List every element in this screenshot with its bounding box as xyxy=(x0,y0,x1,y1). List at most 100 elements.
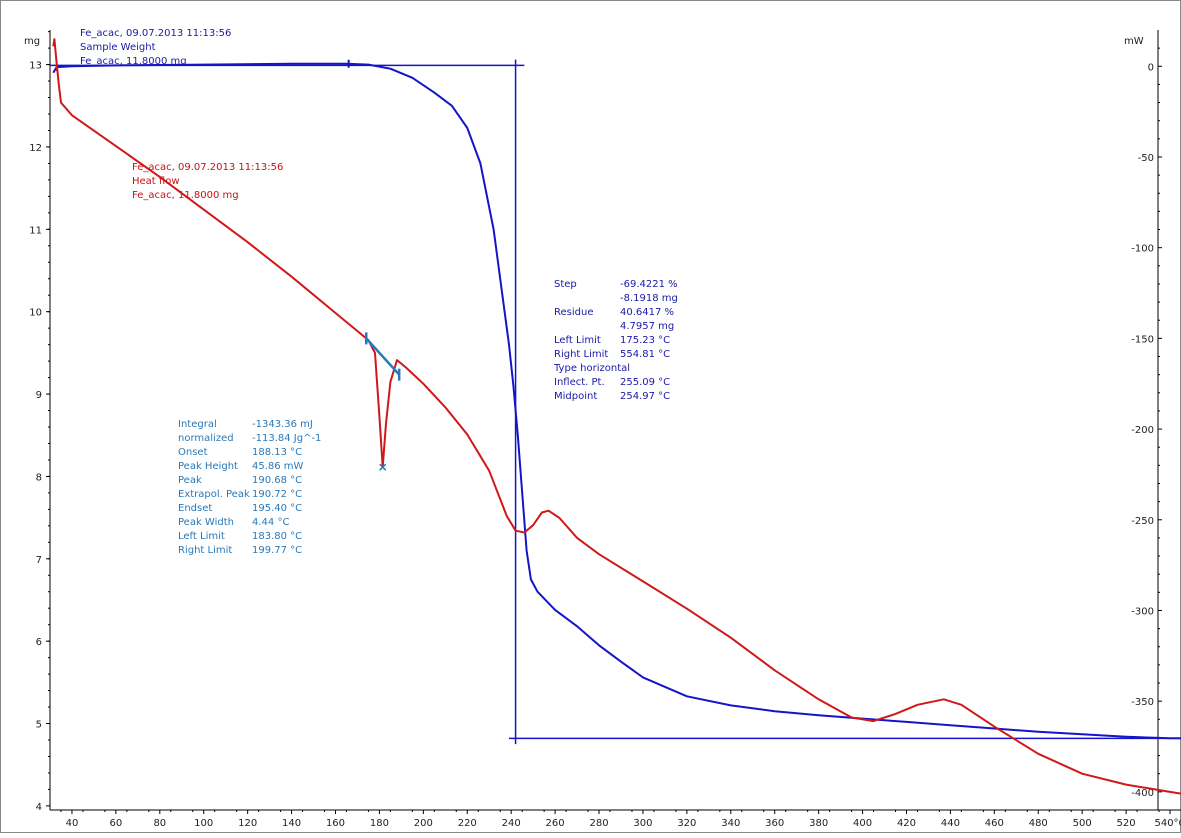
y-axis-left: 4 5 6 7 8 9 10 11 12 13 xyxy=(29,31,50,813)
integral-table-value: -113.84 Jg^-1 xyxy=(252,433,321,444)
heatflow-header-line-3: Fe_acac, 11.8000 mg xyxy=(132,190,239,201)
integral-table-label: Endset xyxy=(178,503,212,514)
y-right-tick-label: -300 xyxy=(1131,606,1154,617)
series-lines xyxy=(52,38,1181,795)
x-tick-label: 100 xyxy=(194,818,213,829)
step-table-label: Right Limit xyxy=(554,349,608,360)
x-tick-label: 160 xyxy=(326,818,345,829)
integral-table-label: normalized xyxy=(178,433,234,444)
x-tick-label: 340 xyxy=(721,818,740,829)
step-table-value: 40.6417 % xyxy=(620,307,674,318)
integral-results-table: Integral -1343.36 mJ normalized -113.84 Jg… xyxy=(178,419,321,556)
y-left-tick-label: 5 xyxy=(36,720,42,731)
step-table-label: Inflect. Pt. xyxy=(554,377,605,388)
x-tick-label: 280 xyxy=(589,818,608,829)
integral-table-value: 45.86 mW xyxy=(252,461,304,472)
weight-header-line-1: Fe_acac, 09.07.2013 11:13:56 xyxy=(80,28,231,39)
step-table-label: Midpoint xyxy=(554,391,597,402)
y-left-tick-label: 12 xyxy=(29,143,42,154)
integral-table-value: 199.77 °C xyxy=(252,545,302,556)
integral-table-label: Left Limit xyxy=(178,531,225,542)
x-tick-label: 80 xyxy=(153,818,166,829)
x-tick-label: 240 xyxy=(502,818,521,829)
integral-baseline xyxy=(365,337,401,376)
heat-flow-curve xyxy=(52,38,1181,795)
y-right-tick-label: -100 xyxy=(1131,244,1154,255)
x-tick-label: 260 xyxy=(546,818,565,829)
integral-table-label: Peak Height xyxy=(178,461,238,472)
integral-table-value: 190.72 °C xyxy=(252,489,302,500)
x-axis: 40 60 80 100 120 140 160 180 200 220 240 260 280 300 3… xyxy=(60,810,1181,829)
y-left-tick-label: 9 xyxy=(36,390,42,401)
integral-table-label: Onset xyxy=(178,447,208,458)
y-right-tick-label: -400 xyxy=(1131,788,1154,799)
y-right-tick-label: -200 xyxy=(1131,425,1154,436)
integral-table-value: 195.40 °C xyxy=(252,503,302,514)
integral-table-value: 190.68 °C xyxy=(252,475,302,486)
y-left-tick-label: 13 xyxy=(29,61,42,72)
x-tick-label: 440 xyxy=(941,818,960,829)
x-tick-label: 220 xyxy=(458,818,477,829)
y-left-tick-label: 10 xyxy=(29,308,42,319)
x-tick-label: 200 xyxy=(414,818,433,829)
integral-table-label: Peak xyxy=(178,475,202,486)
x-tick-label: 460 xyxy=(985,818,1004,829)
integral-table-label: Integral xyxy=(178,419,217,430)
x-tick-label: 400 xyxy=(853,818,872,829)
x-tick-label: 520 xyxy=(1117,818,1136,829)
y-right-tick-label: 0 xyxy=(1148,62,1154,73)
sample-weight-curve xyxy=(52,62,1181,740)
integral-table-label: Extrapol. Peak xyxy=(178,489,250,500)
y-axis-right: 0 -50 -100 -150 -200 -250 -300 -350 -400 xyxy=(1131,47,1162,799)
x-tick-label: 40 xyxy=(66,818,79,829)
y-left-unit-label: mg xyxy=(24,36,40,47)
x-tick-label: 300 xyxy=(633,818,652,829)
integral-table-value: 4.44 °C xyxy=(252,517,289,528)
step-table-value: 554.81 °C xyxy=(620,349,670,360)
x-tick-label: 60 xyxy=(110,818,123,829)
integral-table-value: 188.13 °C xyxy=(252,447,302,458)
x-tick-label: 380 xyxy=(809,818,828,829)
step-table-label: Type horizontal xyxy=(553,363,630,374)
x-tick-label: 500 xyxy=(1073,818,1092,829)
y-left-tick-label: 4 xyxy=(36,802,42,813)
integral-table-value: 183.80 °C xyxy=(252,531,302,542)
x-tick-label: 180 xyxy=(370,818,389,829)
y-right-tick-label: -350 xyxy=(1131,697,1154,708)
y-left-tick-label: 11 xyxy=(29,225,42,236)
peak-marker xyxy=(379,463,387,471)
step-table-value: -8.1918 mg xyxy=(620,293,678,304)
step-table-label: Step xyxy=(554,279,577,290)
x-tick-label: 420 xyxy=(897,818,916,829)
step-table-value: 255.09 °C xyxy=(620,377,670,388)
integral-table-label: Right Limit xyxy=(178,545,232,556)
x-tick-label: 320 xyxy=(677,818,696,829)
y-right-tick-label: -250 xyxy=(1131,516,1154,527)
x-tick-label: 480 xyxy=(1029,818,1048,829)
x-tick-label: 120 xyxy=(238,818,257,829)
x-tick-label: 140 xyxy=(282,818,301,829)
y-left-tick-label: 7 xyxy=(36,555,42,566)
weight-header-line-3: Fe_acac, 11.8000 mg xyxy=(80,56,187,67)
weight-header-line-2: Sample Weight xyxy=(80,42,156,53)
step-table-label: Residue xyxy=(554,307,593,318)
step-table-label: Left Limit xyxy=(554,335,601,346)
step-table-value: 4.7957 mg xyxy=(620,321,674,332)
y-left-tick-label: 6 xyxy=(36,637,42,648)
integral-table-label: Peak Width xyxy=(178,517,234,528)
step-results-table: Step -69.4221 % -8.1918 mg Residue 40.6417 %… xyxy=(553,279,678,402)
step-table-value: -69.4221 % xyxy=(620,279,678,290)
integral-table-value: -1343.36 mJ xyxy=(252,419,313,430)
y-left-tick-label: 8 xyxy=(36,472,42,483)
y-right-unit-label: mW xyxy=(1124,36,1144,47)
heatflow-header-line-2: Heat flow xyxy=(132,176,180,187)
y-right-tick-label: -50 xyxy=(1138,153,1154,164)
step-table-value: 175.23 °C xyxy=(620,335,670,346)
step-table-value: 254.97 °C xyxy=(620,391,670,402)
x-tick-label: 360 xyxy=(765,818,784,829)
heatflow-header-line-1: Fe_acac, 09.07.2013 11:13:56 xyxy=(132,162,283,173)
y-right-tick-label: -150 xyxy=(1131,334,1154,345)
